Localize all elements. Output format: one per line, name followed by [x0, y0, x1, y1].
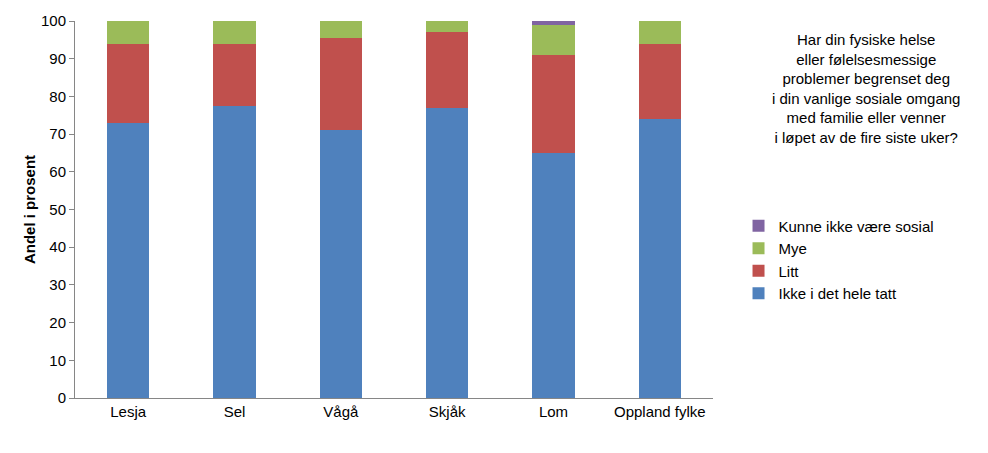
svg-text:Oppland fylke: Oppland fylke [614, 403, 706, 420]
svg-text:Litt: Litt [779, 263, 800, 280]
svg-text:Sel: Sel [224, 403, 246, 420]
svg-text:50: 50 [49, 201, 66, 218]
svg-text:0: 0 [58, 389, 66, 406]
svg-text:Skjåk: Skjåk [429, 403, 466, 420]
svg-text:Mye: Mye [779, 240, 807, 257]
svg-text:60: 60 [49, 163, 66, 180]
svg-text:Lesja: Lesja [110, 403, 147, 420]
svg-text:30: 30 [49, 276, 66, 293]
svg-text:Ikke i det hele tatt: Ikke i det hele tatt [779, 285, 897, 302]
svg-text:40: 40 [49, 238, 66, 255]
svg-text:80: 80 [49, 88, 66, 105]
svg-text:Har din fysiske helseeller føl: Har din fysiske helseeller følelsesmessi… [772, 31, 960, 146]
svg-text:Vågå: Vågå [323, 403, 359, 420]
svg-text:Lom: Lom [539, 403, 568, 420]
svg-text:70: 70 [49, 125, 66, 142]
svg-text:90: 90 [49, 50, 66, 67]
svg-text:20: 20 [49, 314, 66, 331]
svg-text:10: 10 [49, 352, 66, 369]
svg-text:100: 100 [41, 12, 66, 29]
svg-text:Kunne ikke være sosial: Kunne ikke være sosial [779, 218, 934, 235]
svg-text:Andel i prosent: Andel i prosent [21, 155, 38, 264]
